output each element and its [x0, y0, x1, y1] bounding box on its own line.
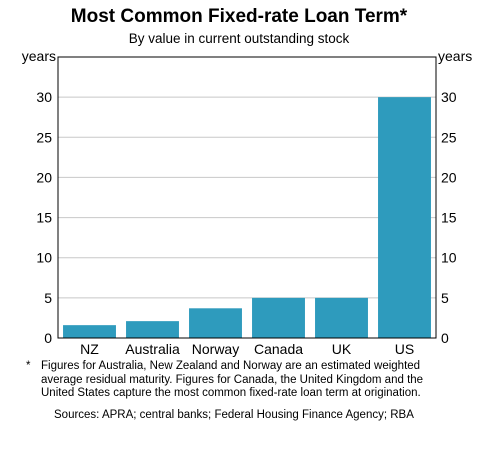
- y-tick-label-left: 15: [36, 210, 52, 226]
- bar-nz: [63, 325, 116, 338]
- bar-australia: [126, 321, 179, 338]
- bar-norway: [189, 308, 242, 338]
- y-tick-label-right: 10: [441, 250, 457, 266]
- y-tick-label-left: 0: [44, 330, 52, 346]
- y-tick-label-left: 5: [44, 290, 52, 306]
- bar-us: [378, 97, 431, 339]
- y-tick-label-right: 5: [441, 290, 449, 306]
- chart-notes: * Figures for Australia, New Zealand and…: [14, 360, 454, 422]
- bar-canada: [252, 297, 305, 338]
- y-tick-label-left: 20: [36, 169, 52, 185]
- bar-uk: [315, 297, 368, 338]
- y-tick-label-left: 25: [36, 129, 52, 145]
- chart-title: Most Common Fixed-rate Loan Term*: [70, 6, 408, 27]
- x-tick-label: NZ: [80, 341, 99, 357]
- y-tick-label-left: 30: [36, 89, 52, 105]
- footnote-text: Figures for Australia, New Zealand and N…: [41, 360, 424, 399]
- y-axis-label-right: years: [438, 48, 472, 64]
- chart-subtitle: By value in current outstanding stock: [128, 31, 350, 46]
- sources-text: Sources: APRA; central banks; Federal Ho…: [54, 408, 414, 421]
- y-tick-label-right: 15: [441, 210, 457, 226]
- bar-chart: 0 0 5 5 10 10 15 15 20 20 25 25 30 30 years years NZ Aust…: [22, 48, 472, 357]
- y-axis-label-left: years: [22, 48, 56, 64]
- x-tick-label: Australia: [125, 341, 180, 357]
- y-tick-label-right: 20: [441, 169, 457, 185]
- x-tick-label: UK: [332, 341, 352, 357]
- y-tick-label-right: 0: [441, 330, 449, 346]
- footnote: * Figures for Australia, New Zealand and…: [14, 360, 454, 401]
- x-tick-label: Norway: [192, 341, 239, 357]
- plot-frame: [57, 56, 437, 339]
- x-tick-label: Canada: [254, 341, 303, 357]
- y-tick-label-left: 10: [36, 250, 52, 266]
- y-tick-label-right: 30: [441, 89, 457, 105]
- y-tick-label-right: 25: [441, 129, 457, 145]
- x-tick-label: US: [395, 341, 414, 357]
- footnote-marker: *: [26, 360, 31, 372]
